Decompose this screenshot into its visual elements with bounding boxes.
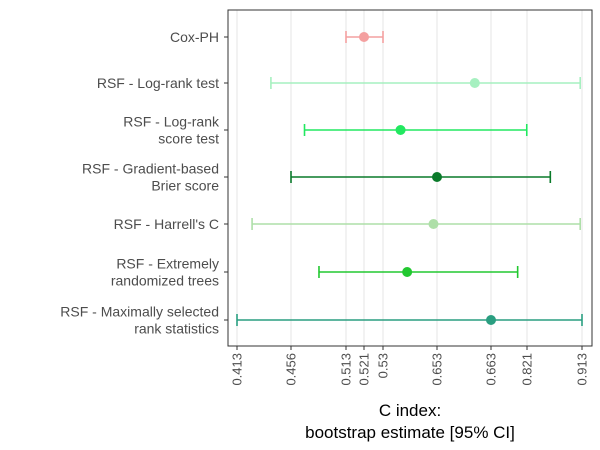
x-tick-label-0: 0.413 [230,353,245,386]
gridlines [236,10,583,346]
x-axis-title-line-1: C index: [379,401,441,420]
y-label-3-line-1: Brier score [151,178,219,194]
estimate-point-4 [428,219,439,229]
y-label-5-line-0: RSF - Extremely [116,256,219,272]
x-tick-label-7: 0.821 [520,353,535,386]
estimate-marks [236,31,583,326]
y-label-1-line-0: RSF - Log-rank test [97,75,219,91]
y-axis-labels: Cox-PH RSF - Log-rank test RSF - Log-ranks… [60,29,220,337]
x-tick-label-8: 0.913 [575,353,590,386]
x-tick-label-3: 0.521 [357,353,372,386]
y-label-2-line-0: RSF - Log-rank [123,114,220,130]
y-label-0-line-0: Cox-PH [170,29,219,45]
plot-border [227,9,593,347]
estimate-point-1 [469,78,480,88]
x-tick-label-2: 0.513 [339,353,354,386]
estimate-point-6 [486,315,496,325]
y-label-5-line-1: randomized trees [111,273,219,289]
x-tick-label-4: 0.53 [376,353,391,378]
x-axis-title-line-2: bootstrap estimate [95% CI] [305,423,515,442]
y-label-6-line-1: rank statistics [134,321,219,337]
x-tick-label-6: 0.663 [484,353,499,386]
y-label-4-line-0: RSF - Harrell's C [114,216,219,232]
plot-frame [224,9,593,347]
estimate-point-5 [402,267,413,277]
estimate-point-2 [395,125,406,135]
estimate-point-0 [359,32,369,42]
y-label-6-line-0: RSF - Maximally selected [60,304,219,320]
x-axis-ticks: 0.413 0.456 0.513 0.521 0.53 0.653 0.663 0.821 0… [230,346,590,386]
x-tick-label-1: 0.456 [284,353,299,386]
x-tick-label-5: 0.653 [430,353,445,386]
y-label-2-line-1: score test [158,131,219,147]
estimate-point-3 [432,172,442,182]
y-label-3-line-0: RSF - Gradient-based [82,161,219,177]
